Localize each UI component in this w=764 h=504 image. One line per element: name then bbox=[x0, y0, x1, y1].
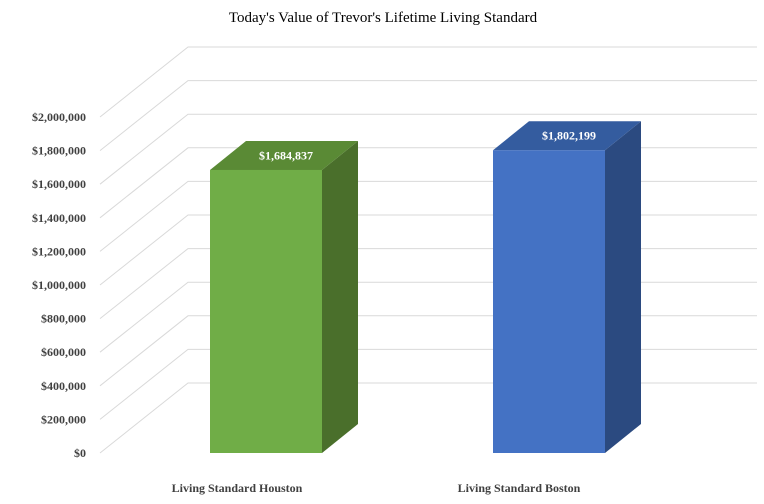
grid-line bbox=[99, 46, 757, 118]
y-axis-ticks: $0 $200,000 $400,000 $600,000 $800,000 $1,000… bbox=[32, 110, 86, 460]
grid-line bbox=[99, 147, 757, 219]
grid-lines bbox=[99, 46, 757, 454]
bar-top-face bbox=[493, 121, 641, 151]
bar-front-face bbox=[210, 169, 322, 453]
y-tick-label: $1,600,000 bbox=[32, 177, 86, 191]
x-category-label: Living Standard Houston bbox=[172, 481, 303, 495]
chart-title: Today's Value of Trevor's Lifetime Livin… bbox=[229, 10, 538, 26]
bar: $1,802,199 bbox=[493, 121, 641, 454]
bar-side-face bbox=[605, 121, 641, 454]
grid-line bbox=[99, 248, 757, 319]
bar: $1,684,837 bbox=[210, 140, 358, 453]
grid-line bbox=[99, 348, 757, 420]
y-tick-label: $1,000,000 bbox=[32, 278, 86, 292]
grid-line bbox=[99, 180, 757, 252]
y-tick-label: $400,000 bbox=[41, 379, 86, 393]
bar-value-label: $1,802,199 bbox=[542, 129, 596, 143]
y-tick-label: $200,000 bbox=[41, 412, 86, 426]
bar-top-face bbox=[210, 140, 358, 170]
y-tick-label: $1,200,000 bbox=[32, 244, 86, 258]
grid-line bbox=[99, 281, 757, 353]
y-tick-label: $2,000,000 bbox=[32, 110, 86, 124]
y-tick-label: $600,000 bbox=[41, 345, 86, 359]
grid-line bbox=[99, 382, 757, 454]
grid-line bbox=[99, 80, 757, 151]
x-axis-categories: Living Standard Houston Living Standard B… bbox=[172, 481, 581, 495]
bar-value-label: $1,684,837 bbox=[259, 148, 313, 162]
y-tick-label: $1,800,000 bbox=[32, 144, 86, 158]
x-category-label: Living Standard Boston bbox=[458, 481, 581, 495]
bars: $1,684,837 $1,802,199 bbox=[210, 121, 641, 454]
y-tick-label: $800,000 bbox=[41, 312, 86, 326]
grid-line bbox=[99, 113, 757, 185]
grid-line bbox=[99, 214, 757, 286]
grid-line bbox=[99, 315, 757, 387]
bar-side-face bbox=[322, 140, 358, 453]
bar-front-face bbox=[493, 150, 605, 453]
y-tick-label: $1,400,000 bbox=[32, 211, 86, 225]
y-tick-label: $0 bbox=[74, 446, 86, 460]
